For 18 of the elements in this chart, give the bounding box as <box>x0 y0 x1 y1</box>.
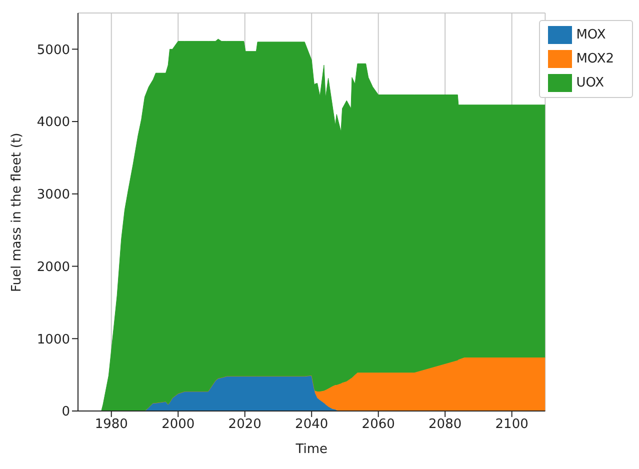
y-tick-label: 5000 <box>36 42 70 58</box>
x-axis-title: Time <box>294 442 328 457</box>
y-tick-label: 2000 <box>36 260 70 275</box>
x-tick-label: 1980 <box>94 417 128 432</box>
x-tick-label: 2020 <box>228 417 262 432</box>
y-axis-title: Fuel mass in the fleet (t) <box>10 132 25 292</box>
x-tick-label: 2000 <box>162 417 195 432</box>
legend-label: MOX2 <box>576 52 614 67</box>
x-tick-label: 2060 <box>362 417 395 432</box>
x-tick-label: 2080 <box>428 417 462 432</box>
y-tick-label: 3000 <box>36 188 70 203</box>
y-tick-label: 0 <box>62 404 70 420</box>
y-tick-label: 1000 <box>36 332 70 348</box>
legend-label: UOX <box>576 76 604 91</box>
legend-label: MOX <box>576 28 606 43</box>
x-tick-label: 2040 <box>295 417 328 432</box>
x-tick-label: 2100 <box>495 417 528 432</box>
y-tick-label: 4000 <box>36 115 70 130</box>
